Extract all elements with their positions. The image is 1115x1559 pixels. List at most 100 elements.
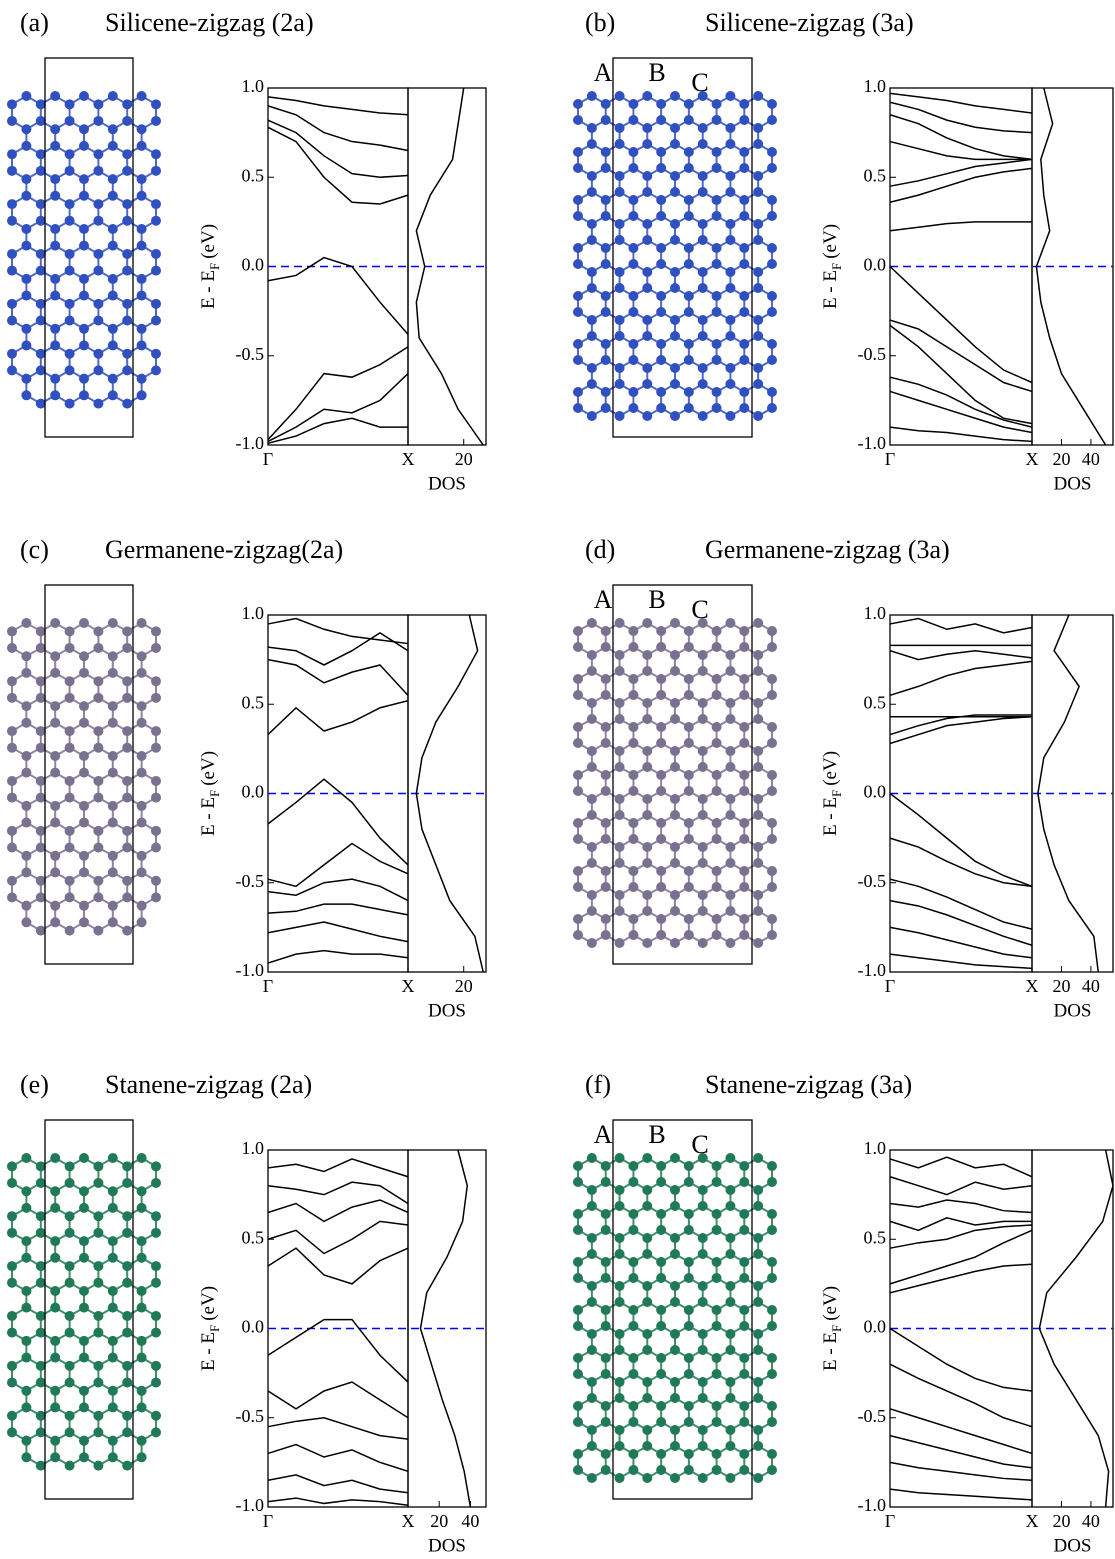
atom xyxy=(137,191,147,201)
atom xyxy=(21,374,31,384)
atom xyxy=(670,858,680,868)
atom xyxy=(93,876,103,886)
atom xyxy=(601,387,611,397)
atom xyxy=(753,379,763,389)
atom xyxy=(712,690,722,700)
atom xyxy=(601,355,611,365)
y-tick-label: -1.0 xyxy=(236,433,265,453)
band-line xyxy=(890,717,1032,744)
atom xyxy=(628,211,638,221)
atom xyxy=(21,751,31,761)
atom xyxy=(725,411,735,421)
atom xyxy=(684,259,694,269)
y-tick-label: -1.0 xyxy=(858,1495,887,1515)
atom xyxy=(573,914,583,924)
dos-tick-label: 40 xyxy=(1082,976,1100,996)
atom xyxy=(36,743,46,753)
dos-frame xyxy=(408,1150,486,1507)
atom xyxy=(79,668,89,678)
atom xyxy=(573,403,583,413)
atom xyxy=(151,1311,161,1321)
atom xyxy=(656,690,666,700)
atomic-structure xyxy=(7,58,161,437)
atom xyxy=(642,219,652,229)
atom xyxy=(684,738,694,748)
atom xyxy=(151,1411,161,1421)
atom xyxy=(93,926,103,936)
atom xyxy=(79,818,89,828)
atom xyxy=(628,147,638,157)
atom xyxy=(656,1305,666,1315)
atom xyxy=(698,411,708,421)
atom xyxy=(122,926,132,936)
y-tick-label: 0.0 xyxy=(864,255,887,275)
y-label-sub: F xyxy=(207,790,222,797)
atom xyxy=(684,770,694,780)
atom xyxy=(21,141,31,151)
band-line xyxy=(890,1157,1032,1177)
atom xyxy=(587,1297,597,1307)
band-line xyxy=(890,619,1032,633)
atom xyxy=(739,1417,749,1427)
atom xyxy=(628,387,638,397)
band-line xyxy=(268,1182,408,1203)
atom xyxy=(573,1257,583,1267)
atom xyxy=(656,387,666,397)
atom xyxy=(21,901,31,911)
atom xyxy=(684,163,694,173)
atom xyxy=(725,618,735,628)
atom xyxy=(628,403,638,413)
atom xyxy=(36,1278,46,1288)
y-label-unit: (eV) xyxy=(820,224,841,259)
atom xyxy=(151,693,161,703)
atom xyxy=(739,1353,749,1363)
atom xyxy=(573,786,583,796)
atom xyxy=(79,291,89,301)
atom xyxy=(93,1411,103,1421)
atom xyxy=(601,626,611,636)
atom xyxy=(615,938,625,948)
atom xyxy=(65,216,75,226)
atom xyxy=(151,1161,161,1171)
atom xyxy=(50,324,60,334)
atom xyxy=(739,1321,749,1331)
atom xyxy=(684,243,694,253)
atom xyxy=(79,1253,89,1263)
atom xyxy=(151,199,161,209)
atom xyxy=(656,355,666,365)
atom xyxy=(137,1236,147,1246)
atom xyxy=(137,768,147,778)
atom xyxy=(725,219,735,229)
atom xyxy=(65,1311,75,1321)
atom xyxy=(601,930,611,940)
atom xyxy=(93,743,103,753)
atom xyxy=(628,99,638,109)
atom xyxy=(122,876,132,886)
atom xyxy=(21,1336,31,1346)
atom xyxy=(712,1353,722,1363)
y-tick-label: 0.0 xyxy=(242,255,265,275)
atom xyxy=(615,906,625,916)
atom xyxy=(50,618,60,628)
atom xyxy=(670,1393,680,1403)
y-tick-label: 0.5 xyxy=(242,692,265,712)
atom xyxy=(36,116,46,126)
y-axis-label: E - EF(eV) xyxy=(198,224,222,309)
atom xyxy=(36,626,46,636)
atom xyxy=(739,914,749,924)
atom xyxy=(137,1286,147,1296)
atom xyxy=(712,626,722,636)
atom xyxy=(656,403,666,413)
atom xyxy=(7,249,17,259)
atom xyxy=(670,1345,680,1355)
atom xyxy=(656,115,666,125)
band-line xyxy=(890,168,1032,202)
atom xyxy=(108,1436,118,1446)
atom xyxy=(65,349,75,359)
y-label-main: E - E xyxy=(198,797,219,836)
atom xyxy=(753,363,763,373)
atom xyxy=(767,738,777,748)
atom xyxy=(698,1185,708,1195)
atom xyxy=(767,211,777,221)
atom xyxy=(573,307,583,317)
